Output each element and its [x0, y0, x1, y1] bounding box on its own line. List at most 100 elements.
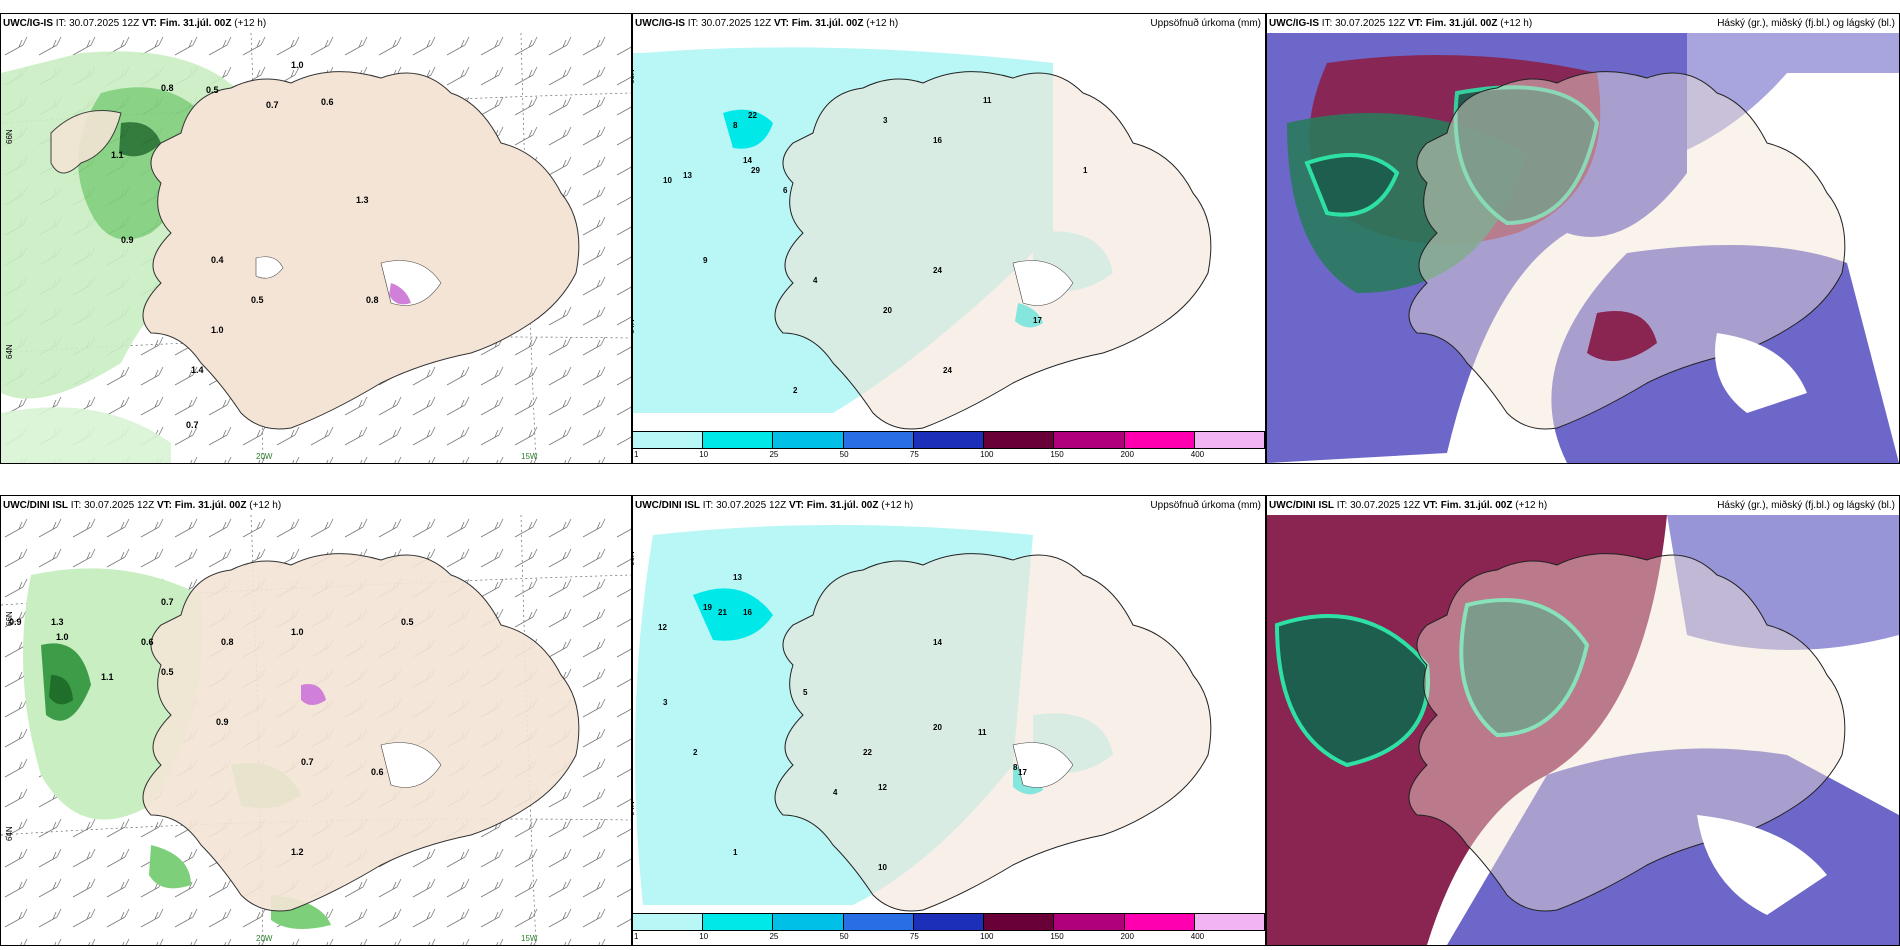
svg-text:8: 8 — [733, 121, 738, 130]
colorbar-swatch — [1194, 913, 1265, 931]
colorbar-swatch — [984, 431, 1055, 449]
svg-text:1.0: 1.0 — [211, 325, 224, 335]
map-clouds — [1267, 515, 1899, 945]
lon-label: 20W — [256, 934, 273, 943]
colorbar-tick: 25 — [769, 932, 779, 941]
colorbar-tick: 400 — [1190, 932, 1205, 941]
map-accum-precip: 13 12 21 16 19 22 20 17 12 8 5 4 3 2 1 1… — [633, 515, 1265, 915]
svg-text:29: 29 — [751, 166, 760, 175]
panel-dini-accum-precip: UWC/DINI ISL IT: 30.07.2025 12Z VT: Fim.… — [632, 495, 1266, 946]
svg-text:22: 22 — [748, 111, 757, 120]
colorbar-tick: 10 — [699, 450, 709, 459]
lat-label: 66N — [5, 129, 14, 144]
colorbar-tick: 150 — [1050, 932, 1064, 941]
svg-text:0.5: 0.5 — [251, 295, 264, 305]
colorbar-tick: 100 — [980, 450, 994, 459]
panel-dini-clouds: UWC/DINI ISL IT: 30.07.2025 12Z VT: Fim.… — [1266, 495, 1900, 946]
panel-ig-precip-wind: UWC/IG-IS IT: 30.07.2025 12Z VT: Fim. 31… — [0, 13, 632, 464]
svg-text:1: 1 — [1083, 166, 1088, 175]
lon-label: 20W — [256, 452, 273, 461]
lon-label: 15W — [521, 934, 538, 943]
svg-text:1.4: 1.4 — [191, 365, 204, 375]
colorbar-tick: 75 — [909, 450, 919, 459]
svg-text:0.6: 0.6 — [321, 97, 334, 107]
svg-text:0.5: 0.5 — [206, 85, 219, 95]
colorbar-swatch — [633, 913, 704, 931]
label: 0.8 — [161, 83, 174, 93]
svg-text:4: 4 — [833, 788, 838, 797]
colorbar-tick: 1 — [634, 932, 639, 941]
svg-text:1.0: 1.0 — [291, 60, 304, 70]
map-precip-wind: 0.9 1.3 1.0 0.7 0.6 0.5 1.1 0.8 1.0 0.9 … — [1, 515, 631, 945]
iceland-land — [142, 71, 580, 430]
panel-ig-accum-precip: UWC/IG-IS IT: 30.07.2025 12Z VT: Fim. 31… — [632, 13, 1266, 464]
panel-header: UWC/DINI ISL IT: 30.07.2025 12Z VT: Fim.… — [635, 500, 1261, 511]
svg-text:19: 19 — [703, 603, 712, 612]
svg-text:3: 3 — [663, 698, 668, 707]
svg-text:0.6: 0.6 — [141, 637, 154, 647]
colorbar-swatch — [913, 431, 985, 449]
svg-text:1.0: 1.0 — [56, 632, 69, 642]
colorbar-swatch — [1054, 431, 1125, 449]
svg-text:0.8: 0.8 — [221, 637, 234, 647]
svg-text:0.5: 0.5 — [401, 617, 414, 627]
svg-text:20: 20 — [883, 306, 892, 315]
svg-text:1: 1 — [733, 848, 738, 857]
panel-header: UWC/IG-IS IT: 30.07.2025 12Z VT: Fim. 31… — [635, 18, 1261, 29]
lon-label: 15W — [521, 452, 538, 461]
svg-text:6: 6 — [783, 186, 788, 195]
svg-text:24: 24 — [933, 266, 942, 275]
svg-text:4: 4 — [813, 276, 818, 285]
svg-text:2: 2 — [793, 386, 798, 395]
svg-text:14: 14 — [743, 156, 752, 165]
colorbar-swatch — [984, 913, 1055, 931]
colorbar-swatch — [703, 431, 774, 449]
svg-text:10: 10 — [663, 176, 672, 185]
lat-label: 66N — [632, 69, 636, 84]
panel-header: UWC/IG-IS IT: 30.07.2025 12Z VT: Fim. 31… — [3, 18, 267, 29]
map-precip-wind: 0.8 0.5 1.0 0.7 0.6 1.1 0.9 1.3 0.4 0.8 … — [1, 33, 631, 463]
svg-text:8: 8 — [1013, 763, 1018, 772]
svg-text:10: 10 — [878, 863, 887, 872]
svg-text:16: 16 — [743, 608, 752, 617]
colorbar-tick: 400 — [1190, 450, 1205, 459]
colorbar-swatch — [703, 913, 774, 931]
colorbar-swatch — [843, 431, 914, 449]
svg-text:0.8: 0.8 — [366, 295, 379, 305]
colorbar-swatch — [1124, 913, 1195, 931]
svg-text:5: 5 — [803, 688, 808, 697]
colorbar-tick: 75 — [909, 932, 919, 941]
svg-text:24: 24 — [943, 366, 952, 375]
colorbar-tick: 50 — [839, 450, 849, 459]
svg-text:0.7: 0.7 — [301, 757, 314, 767]
lat-label: 64N — [5, 826, 14, 841]
svg-text:11: 11 — [983, 96, 992, 105]
svg-text:0.7: 0.7 — [266, 100, 279, 110]
panel-dini-precip-wind: UWC/DINI ISL IT: 30.07.2025 12Z VT: Fim.… — [0, 495, 632, 946]
colorbar-swatch — [843, 913, 914, 931]
colorbar-swatch — [1194, 431, 1265, 449]
colorbar-tick: 200 — [1120, 450, 1134, 459]
panel-ig-clouds: UWC/IG-IS IT: 30.07.2025 12Z VT: Fim. 31… — [1266, 13, 1900, 464]
colorbar-tick: 25 — [769, 450, 779, 459]
svg-text:0.7: 0.7 — [186, 420, 199, 430]
panel-header: UWC/IG-IS IT: 30.07.2025 12Z VT: Fim. 31… — [1269, 18, 1895, 29]
svg-text:1.0: 1.0 — [291, 627, 304, 637]
colorbar: 1 10 25 50 75 100 150 200 400 — [633, 913, 1265, 945]
svg-text:1.2: 1.2 — [291, 847, 304, 857]
lat-label: 66N — [5, 611, 14, 626]
lat-label: 64N — [5, 344, 14, 359]
svg-text:1.1: 1.1 — [111, 150, 124, 160]
svg-text:0.6: 0.6 — [371, 767, 384, 777]
colorbar-tick: 1 — [634, 450, 639, 459]
colorbar-tick: 150 — [1050, 450, 1064, 459]
svg-text:16: 16 — [933, 136, 942, 145]
svg-text:0.9: 0.9 — [121, 235, 134, 245]
colorbar-swatch — [773, 913, 844, 931]
lat-label: 64N — [632, 801, 636, 816]
svg-text:21: 21 — [718, 608, 727, 617]
svg-text:13: 13 — [733, 573, 742, 582]
svg-text:1.1: 1.1 — [101, 672, 114, 682]
svg-text:2: 2 — [693, 748, 698, 757]
svg-text:1.3: 1.3 — [356, 195, 369, 205]
